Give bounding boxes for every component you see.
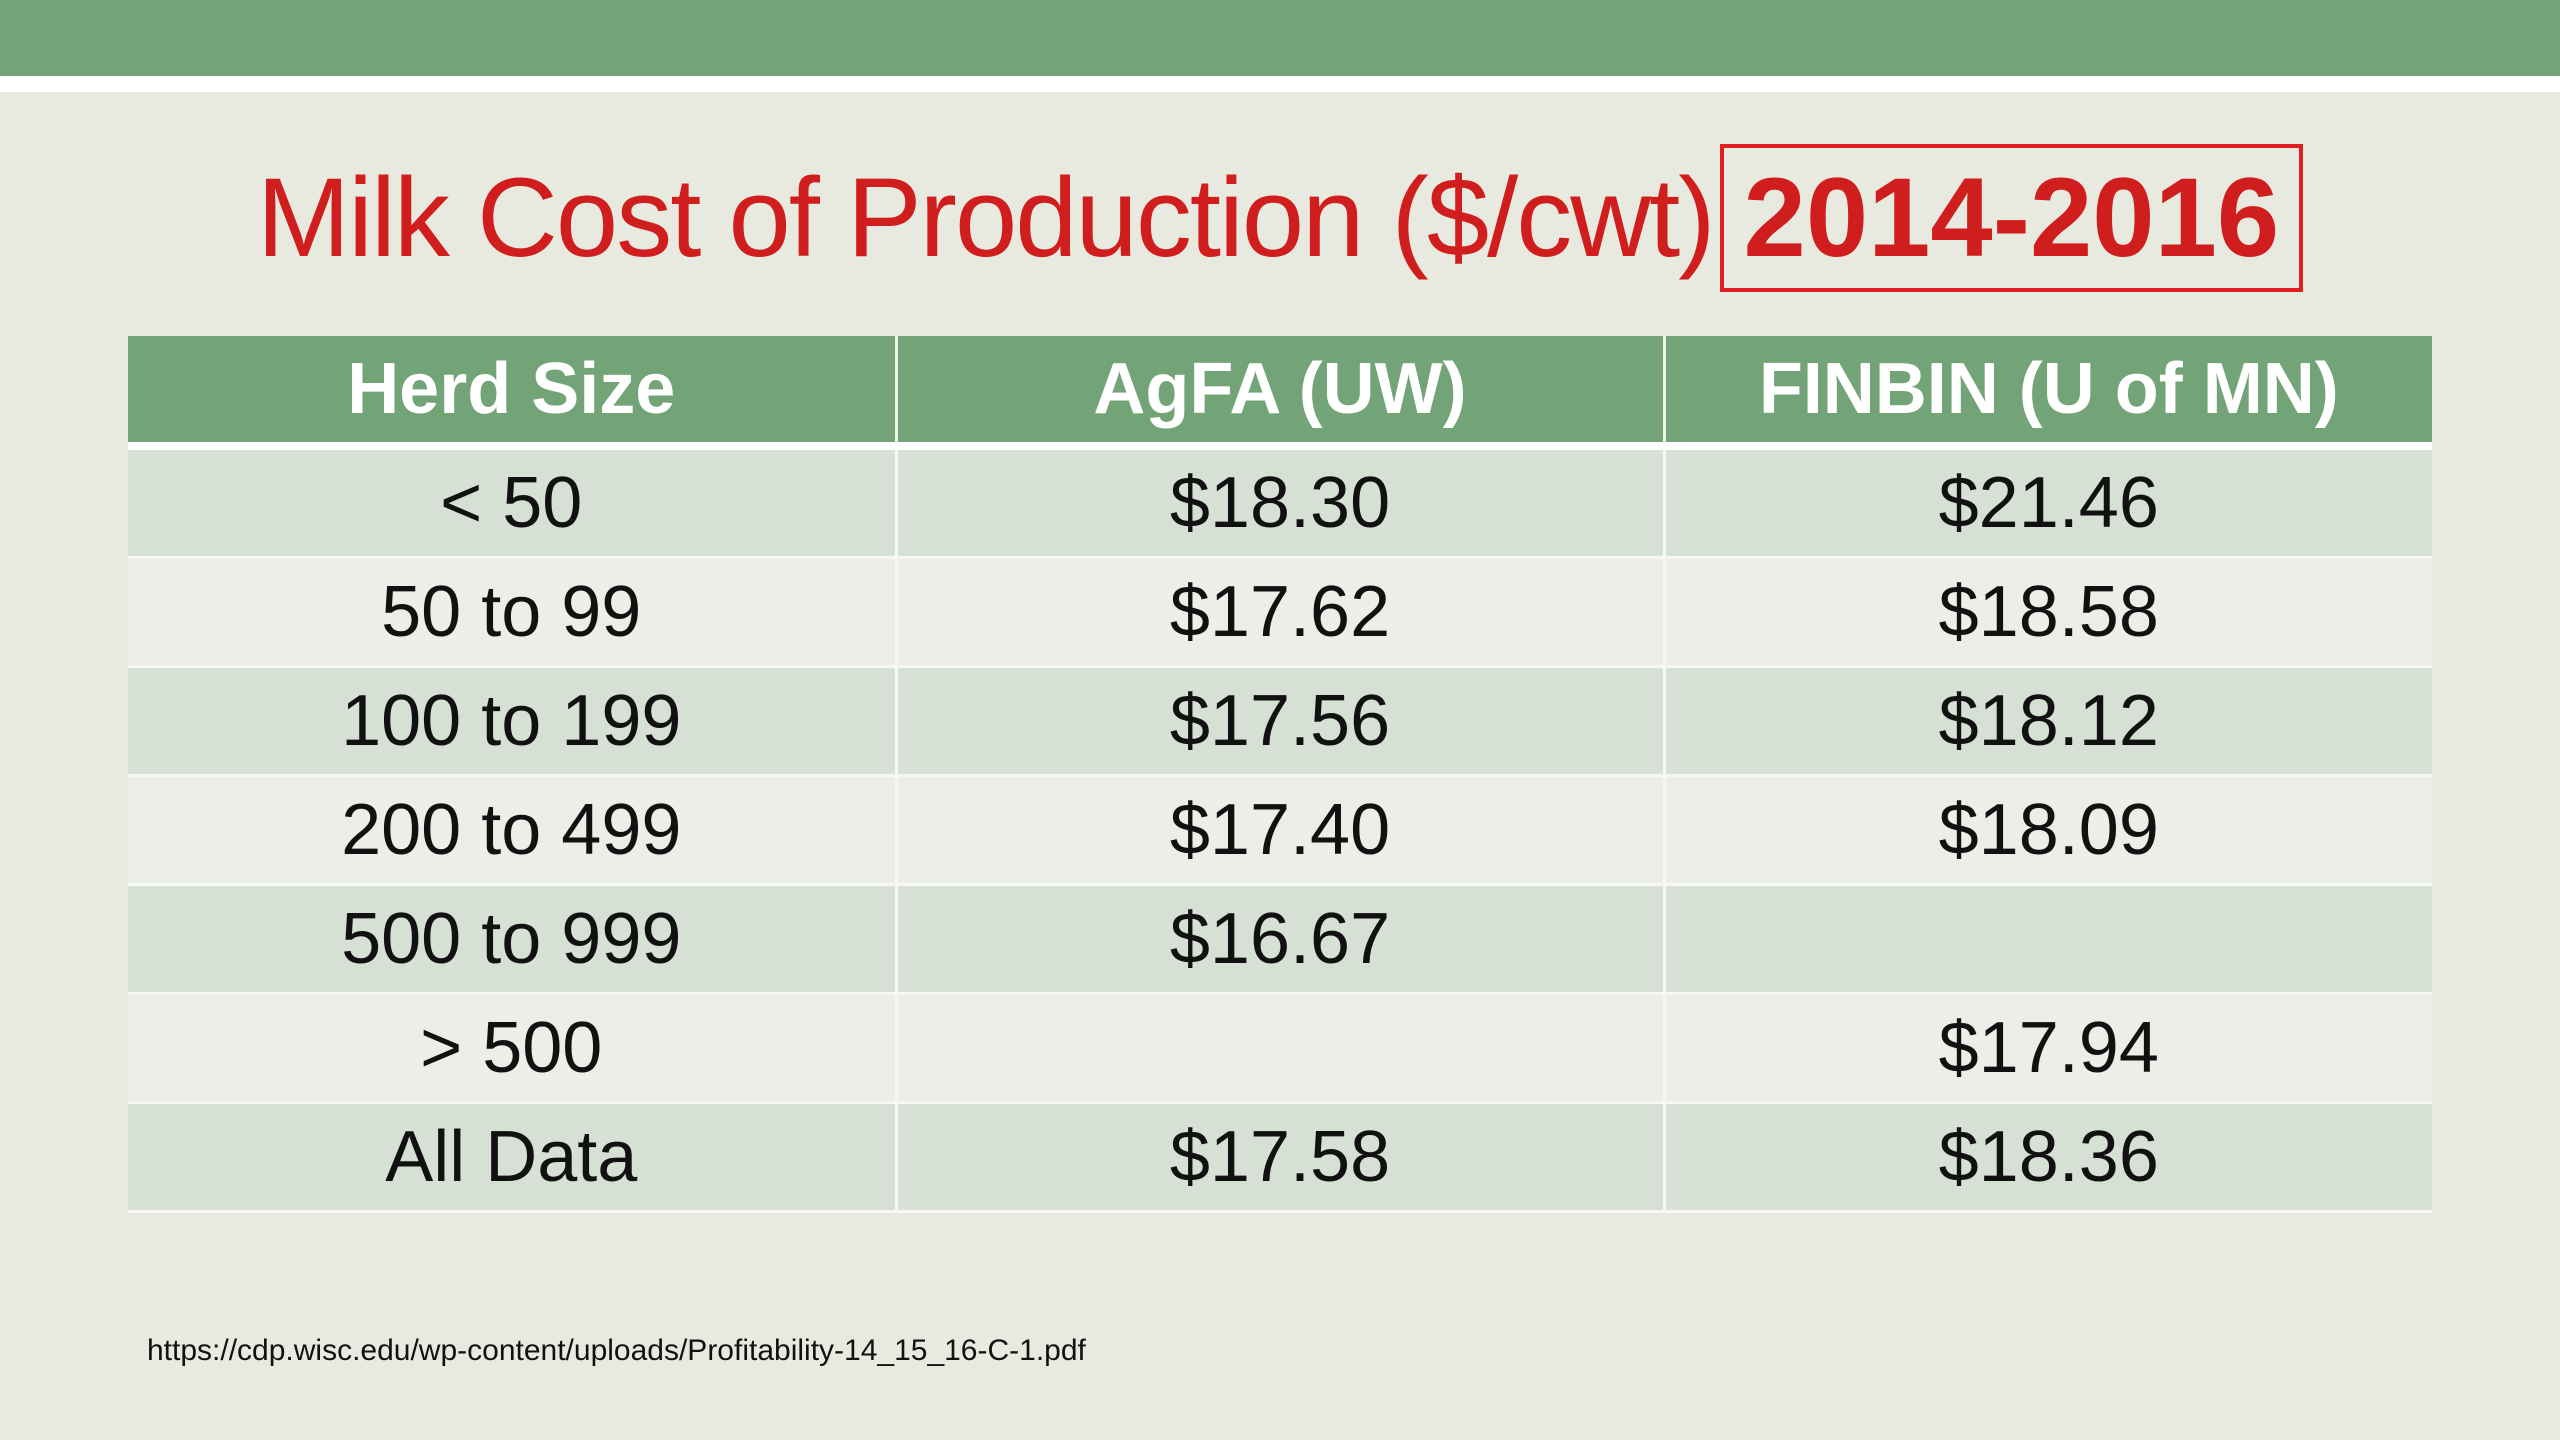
slide-title: Milk Cost of Production ($/cwt) 2014-2016	[0, 138, 2560, 298]
cell-herd-size: < 50	[128, 446, 898, 559]
cell-finbin: $18.58	[1664, 557, 2432, 668]
top-accent-divider	[0, 76, 2560, 92]
header-finbin: FINBIN (U of MN)	[1664, 336, 2432, 450]
cell-herd-size: 200 to 499	[128, 775, 898, 886]
cell-finbin: $18.12	[1664, 666, 2432, 777]
cell-agfa: $17.56	[896, 666, 1666, 777]
table-header-row: Herd Size AgFA (UW) FINBIN (U of MN)	[128, 336, 2432, 450]
header-herd-size: Herd Size	[128, 336, 898, 450]
table-row: 100 to 199 $17.56 $18.12	[128, 666, 2432, 777]
cell-herd-size: All Data	[128, 1102, 898, 1213]
cell-agfa: $17.40	[896, 775, 1666, 886]
slide-title-years: 2014-2016	[1719, 144, 2304, 292]
cell-agfa: $17.58	[896, 1102, 1666, 1213]
cell-agfa: $16.67	[896, 884, 1666, 995]
cell-herd-size: > 500	[128, 993, 898, 1104]
cell-agfa	[896, 993, 1666, 1104]
cell-finbin: $18.36	[1664, 1102, 2432, 1213]
cell-agfa: $18.30	[896, 446, 1666, 559]
source-link[interactable]: https://cdp.wisc.edu/wp-content/uploads/…	[147, 1334, 1086, 1367]
table-row: All Data $17.58 $18.36	[128, 1102, 2432, 1213]
top-accent-bar	[0, 0, 2560, 76]
table-row: 200 to 499 $17.40 $18.09	[128, 775, 2432, 886]
cell-finbin: $21.46	[1664, 446, 2432, 559]
table-row: > 500 $17.94	[128, 993, 2432, 1104]
cell-herd-size: 100 to 199	[128, 666, 898, 777]
slide-title-main: Milk Cost of Production ($/cwt)	[256, 155, 1716, 280]
cost-table: Herd Size AgFA (UW) FINBIN (U of MN) < 5…	[128, 336, 2432, 1213]
table-row: < 50 $18.30 $21.46	[128, 446, 2432, 559]
table-row: 50 to 99 $17.62 $18.58	[128, 557, 2432, 668]
header-agfa: AgFA (UW)	[896, 336, 1666, 450]
cell-finbin	[1664, 884, 2432, 995]
cell-finbin: $17.94	[1664, 993, 2432, 1104]
cell-agfa: $17.62	[896, 557, 1666, 668]
cell-finbin: $18.09	[1664, 775, 2432, 886]
cell-herd-size: 50 to 99	[128, 557, 898, 668]
cell-herd-size: 500 to 999	[128, 884, 898, 995]
table-row: 500 to 999 $16.67	[128, 884, 2432, 995]
